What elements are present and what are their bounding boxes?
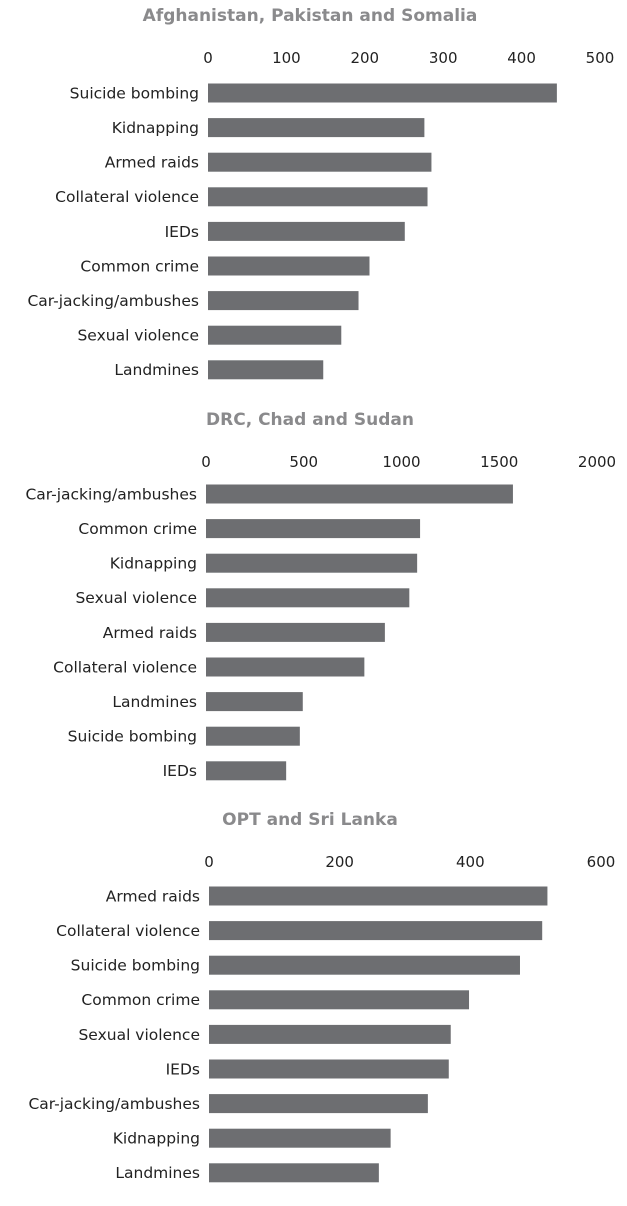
bar (208, 291, 359, 311)
x-tick-label: 0 (204, 853, 214, 871)
bar (206, 692, 303, 712)
bar (206, 761, 287, 781)
category-label: Armed raids (103, 624, 197, 642)
category-label: Common crime (81, 991, 200, 1009)
category-label: Collateral violence (53, 658, 197, 676)
category-label: Armed raids (106, 887, 200, 905)
chart-3-plot: 0 200 400 600 Armed raids Collateral violence… (28, 853, 616, 1183)
bar (206, 519, 421, 539)
category-label: Suicide bombing (70, 84, 199, 102)
bar (209, 990, 470, 1010)
category-label: Kidnapping (110, 555, 197, 573)
bar (208, 118, 425, 138)
bar (208, 221, 405, 241)
category-label: Sexual violence (75, 589, 197, 607)
category-label: Suicide bombing (71, 957, 200, 975)
chart-figure: Afghanistan, Pakistan and Somalia 0 100 20… (25, 6, 616, 1183)
x-tick-label: 600 (587, 853, 616, 871)
category-label: Common crime (78, 520, 197, 538)
x-tick-label: 400 (507, 49, 536, 67)
bar (209, 1163, 379, 1183)
chart-1-plot: 0 100 200 300 400 500 Suicide bombing Kidnappin… (27, 49, 615, 380)
category-label: IEDs (163, 762, 197, 780)
x-tick-label: 0 (201, 453, 211, 471)
bar (206, 622, 385, 642)
category-label: Suicide bombing (68, 728, 197, 746)
x-tick-label: 0 (203, 49, 213, 67)
x-tick-label: 200 (325, 853, 354, 871)
category-label: IEDs (166, 1060, 200, 1078)
x-tick-label: 500 (586, 49, 615, 67)
category-label: Armed raids (105, 154, 199, 172)
bar (208, 256, 370, 276)
bar (208, 152, 432, 172)
category-label: Car-jacking/ambushes (25, 485, 197, 503)
category-label: Car-jacking/ambushes (27, 292, 199, 310)
chart-title-2: DRC, Chad and Sudan (206, 410, 414, 430)
bar (208, 187, 428, 207)
category-label: Common crime (80, 257, 199, 275)
category-label: Sexual violence (78, 1026, 200, 1044)
category-label: Kidnapping (113, 1130, 200, 1148)
x-tick-label: 1500 (480, 453, 518, 471)
category-label: Collateral violence (56, 922, 200, 940)
bar (209, 955, 520, 975)
bar (209, 1128, 391, 1148)
category-label: IEDs (165, 223, 199, 241)
chart-title-3: OPT and Sri Lanka (222, 810, 398, 830)
bar (209, 886, 548, 906)
category-label: Car-jacking/ambushes (28, 1095, 200, 1113)
chart-2-plot: 0 500 1000 1500 2000 Car-jacking/ambushes Comm… (25, 453, 616, 781)
bar (206, 553, 418, 573)
bar (208, 83, 557, 103)
category-label: Landmines (114, 361, 199, 379)
x-tick-label: 1000 (382, 453, 420, 471)
x-tick-label: 300 (429, 49, 458, 67)
x-tick-label: 100 (272, 49, 301, 67)
bar (206, 484, 513, 504)
bar (209, 1094, 428, 1114)
bar (209, 1024, 451, 1044)
x-tick-label: 500 (289, 453, 318, 471)
x-tick-label: 400 (456, 853, 485, 871)
bar (208, 360, 324, 380)
bar (206, 726, 300, 746)
bar (209, 1059, 449, 1079)
category-label: Sexual violence (77, 327, 199, 345)
category-label: Collateral violence (55, 188, 199, 206)
category-label: Kidnapping (112, 119, 199, 137)
bar (209, 921, 543, 941)
bar (206, 588, 410, 608)
x-tick-label: 200 (350, 49, 379, 67)
category-label: Landmines (115, 1164, 200, 1182)
category-label: Landmines (112, 693, 197, 711)
bar (208, 325, 342, 345)
x-tick-label: 2000 (578, 453, 616, 471)
chart-title-1: Afghanistan, Pakistan and Somalia (142, 6, 478, 26)
bar (206, 657, 365, 677)
